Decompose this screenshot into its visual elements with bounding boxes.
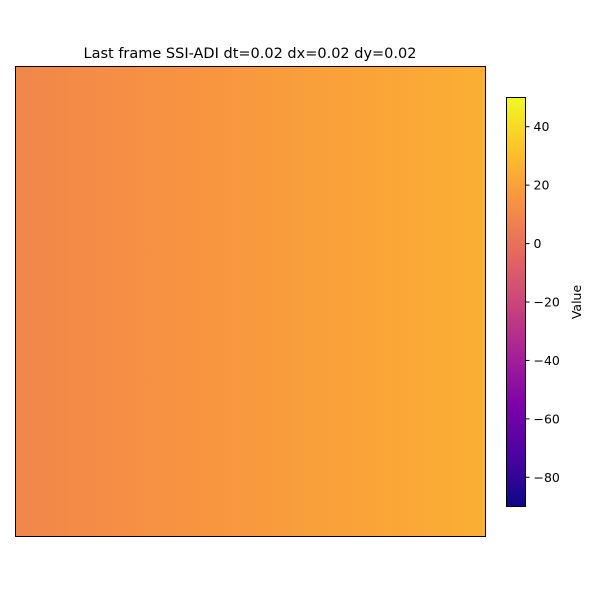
colorbar bbox=[506, 97, 526, 507]
colorbar-tick-label: 0 bbox=[534, 236, 542, 251]
colorbar-ticks: 40 20 0 −20 −40 −60 −80 bbox=[525, 119, 560, 485]
chart-title: Last frame SSI-ADI dt=0.02 dx=0.02 dy=0.… bbox=[84, 46, 417, 62]
colorbar-tick-label: −80 bbox=[534, 470, 560, 485]
colorbar-tick-label: −60 bbox=[534, 411, 560, 426]
colorbar-tick-label: −20 bbox=[534, 295, 560, 310]
colorbar-tick-label: 40 bbox=[534, 119, 550, 134]
plot-frame bbox=[15, 66, 486, 537]
colorbar-tick-label: −40 bbox=[534, 353, 560, 368]
heatmap-field bbox=[15, 66, 486, 537]
colorbar-label: Value bbox=[569, 285, 584, 320]
colorbar-tick-label: 20 bbox=[534, 178, 550, 193]
